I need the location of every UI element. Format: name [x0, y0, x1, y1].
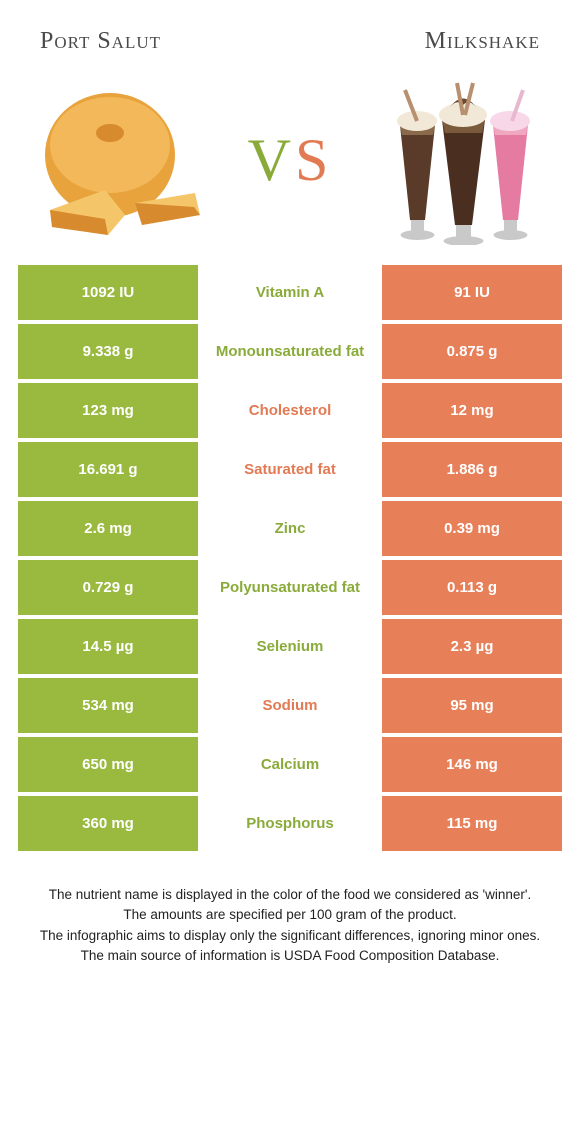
right-value: 115 mg	[382, 796, 562, 851]
left-value: 14.5 µg	[18, 619, 198, 674]
table-row: 123 mgCholesterol12 mg	[18, 383, 562, 438]
nutrient-label: Monounsaturated fat	[198, 324, 382, 379]
left-value: 0.729 g	[18, 560, 198, 615]
vs-s: S	[295, 127, 332, 193]
table-row: 16.691 gSaturated fat1.886 g	[18, 442, 562, 497]
left-value: 123 mg	[18, 383, 198, 438]
table-row: 534 mgSodium95 mg	[18, 678, 562, 733]
left-food-title: Port Salut	[40, 28, 161, 55]
header: Port Salut Milkshake	[0, 0, 580, 65]
left-value: 9.338 g	[18, 324, 198, 379]
nutrient-label: Saturated fat	[198, 442, 382, 497]
right-value: 0.113 g	[382, 560, 562, 615]
footer-line-3: The infographic aims to display only the…	[30, 926, 550, 946]
vs-text: VS	[248, 126, 333, 195]
nutrient-label: Selenium	[198, 619, 382, 674]
table-row: 2.6 mgZinc0.39 mg	[18, 501, 562, 556]
right-food-title: Milkshake	[425, 28, 540, 55]
images-row: VS	[0, 65, 580, 265]
port-salut-image	[30, 75, 210, 245]
table-row: 0.729 gPolyunsaturated fat0.113 g	[18, 560, 562, 615]
left-value: 360 mg	[18, 796, 198, 851]
table-row: 1092 IUVitamin A91 IU	[18, 265, 562, 320]
left-value: 1092 IU	[18, 265, 198, 320]
footer-line-1: The nutrient name is displayed in the co…	[30, 885, 550, 905]
footer-line-2: The amounts are specified per 100 gram o…	[30, 905, 550, 925]
right-value: 12 mg	[382, 383, 562, 438]
right-value: 0.39 mg	[382, 501, 562, 556]
right-value: 2.3 µg	[382, 619, 562, 674]
milkshake-image	[370, 75, 550, 245]
nutrient-label: Vitamin A	[198, 265, 382, 320]
right-value: 95 mg	[382, 678, 562, 733]
right-value: 1.886 g	[382, 442, 562, 497]
nutrient-label: Polyunsaturated fat	[198, 560, 382, 615]
vs-v: V	[248, 127, 295, 193]
left-value: 650 mg	[18, 737, 198, 792]
left-value: 534 mg	[18, 678, 198, 733]
right-value: 0.875 g	[382, 324, 562, 379]
nutrient-label: Cholesterol	[198, 383, 382, 438]
footer-notes: The nutrient name is displayed in the co…	[0, 855, 580, 966]
nutrient-label: Calcium	[198, 737, 382, 792]
left-value: 16.691 g	[18, 442, 198, 497]
table-row: 360 mgPhosphorus115 mg	[18, 796, 562, 851]
table-row: 9.338 gMonounsaturated fat0.875 g	[18, 324, 562, 379]
nutrient-label: Sodium	[198, 678, 382, 733]
table-row: 14.5 µgSelenium2.3 µg	[18, 619, 562, 674]
right-value: 146 mg	[382, 737, 562, 792]
right-value: 91 IU	[382, 265, 562, 320]
table-row: 650 mgCalcium146 mg	[18, 737, 562, 792]
nutrient-label: Zinc	[198, 501, 382, 556]
footer-line-4: The main source of information is USDA F…	[30, 946, 550, 966]
comparison-table: 1092 IUVitamin A91 IU9.338 gMonounsatura…	[0, 265, 580, 851]
left-value: 2.6 mg	[18, 501, 198, 556]
nutrient-label: Phosphorus	[198, 796, 382, 851]
